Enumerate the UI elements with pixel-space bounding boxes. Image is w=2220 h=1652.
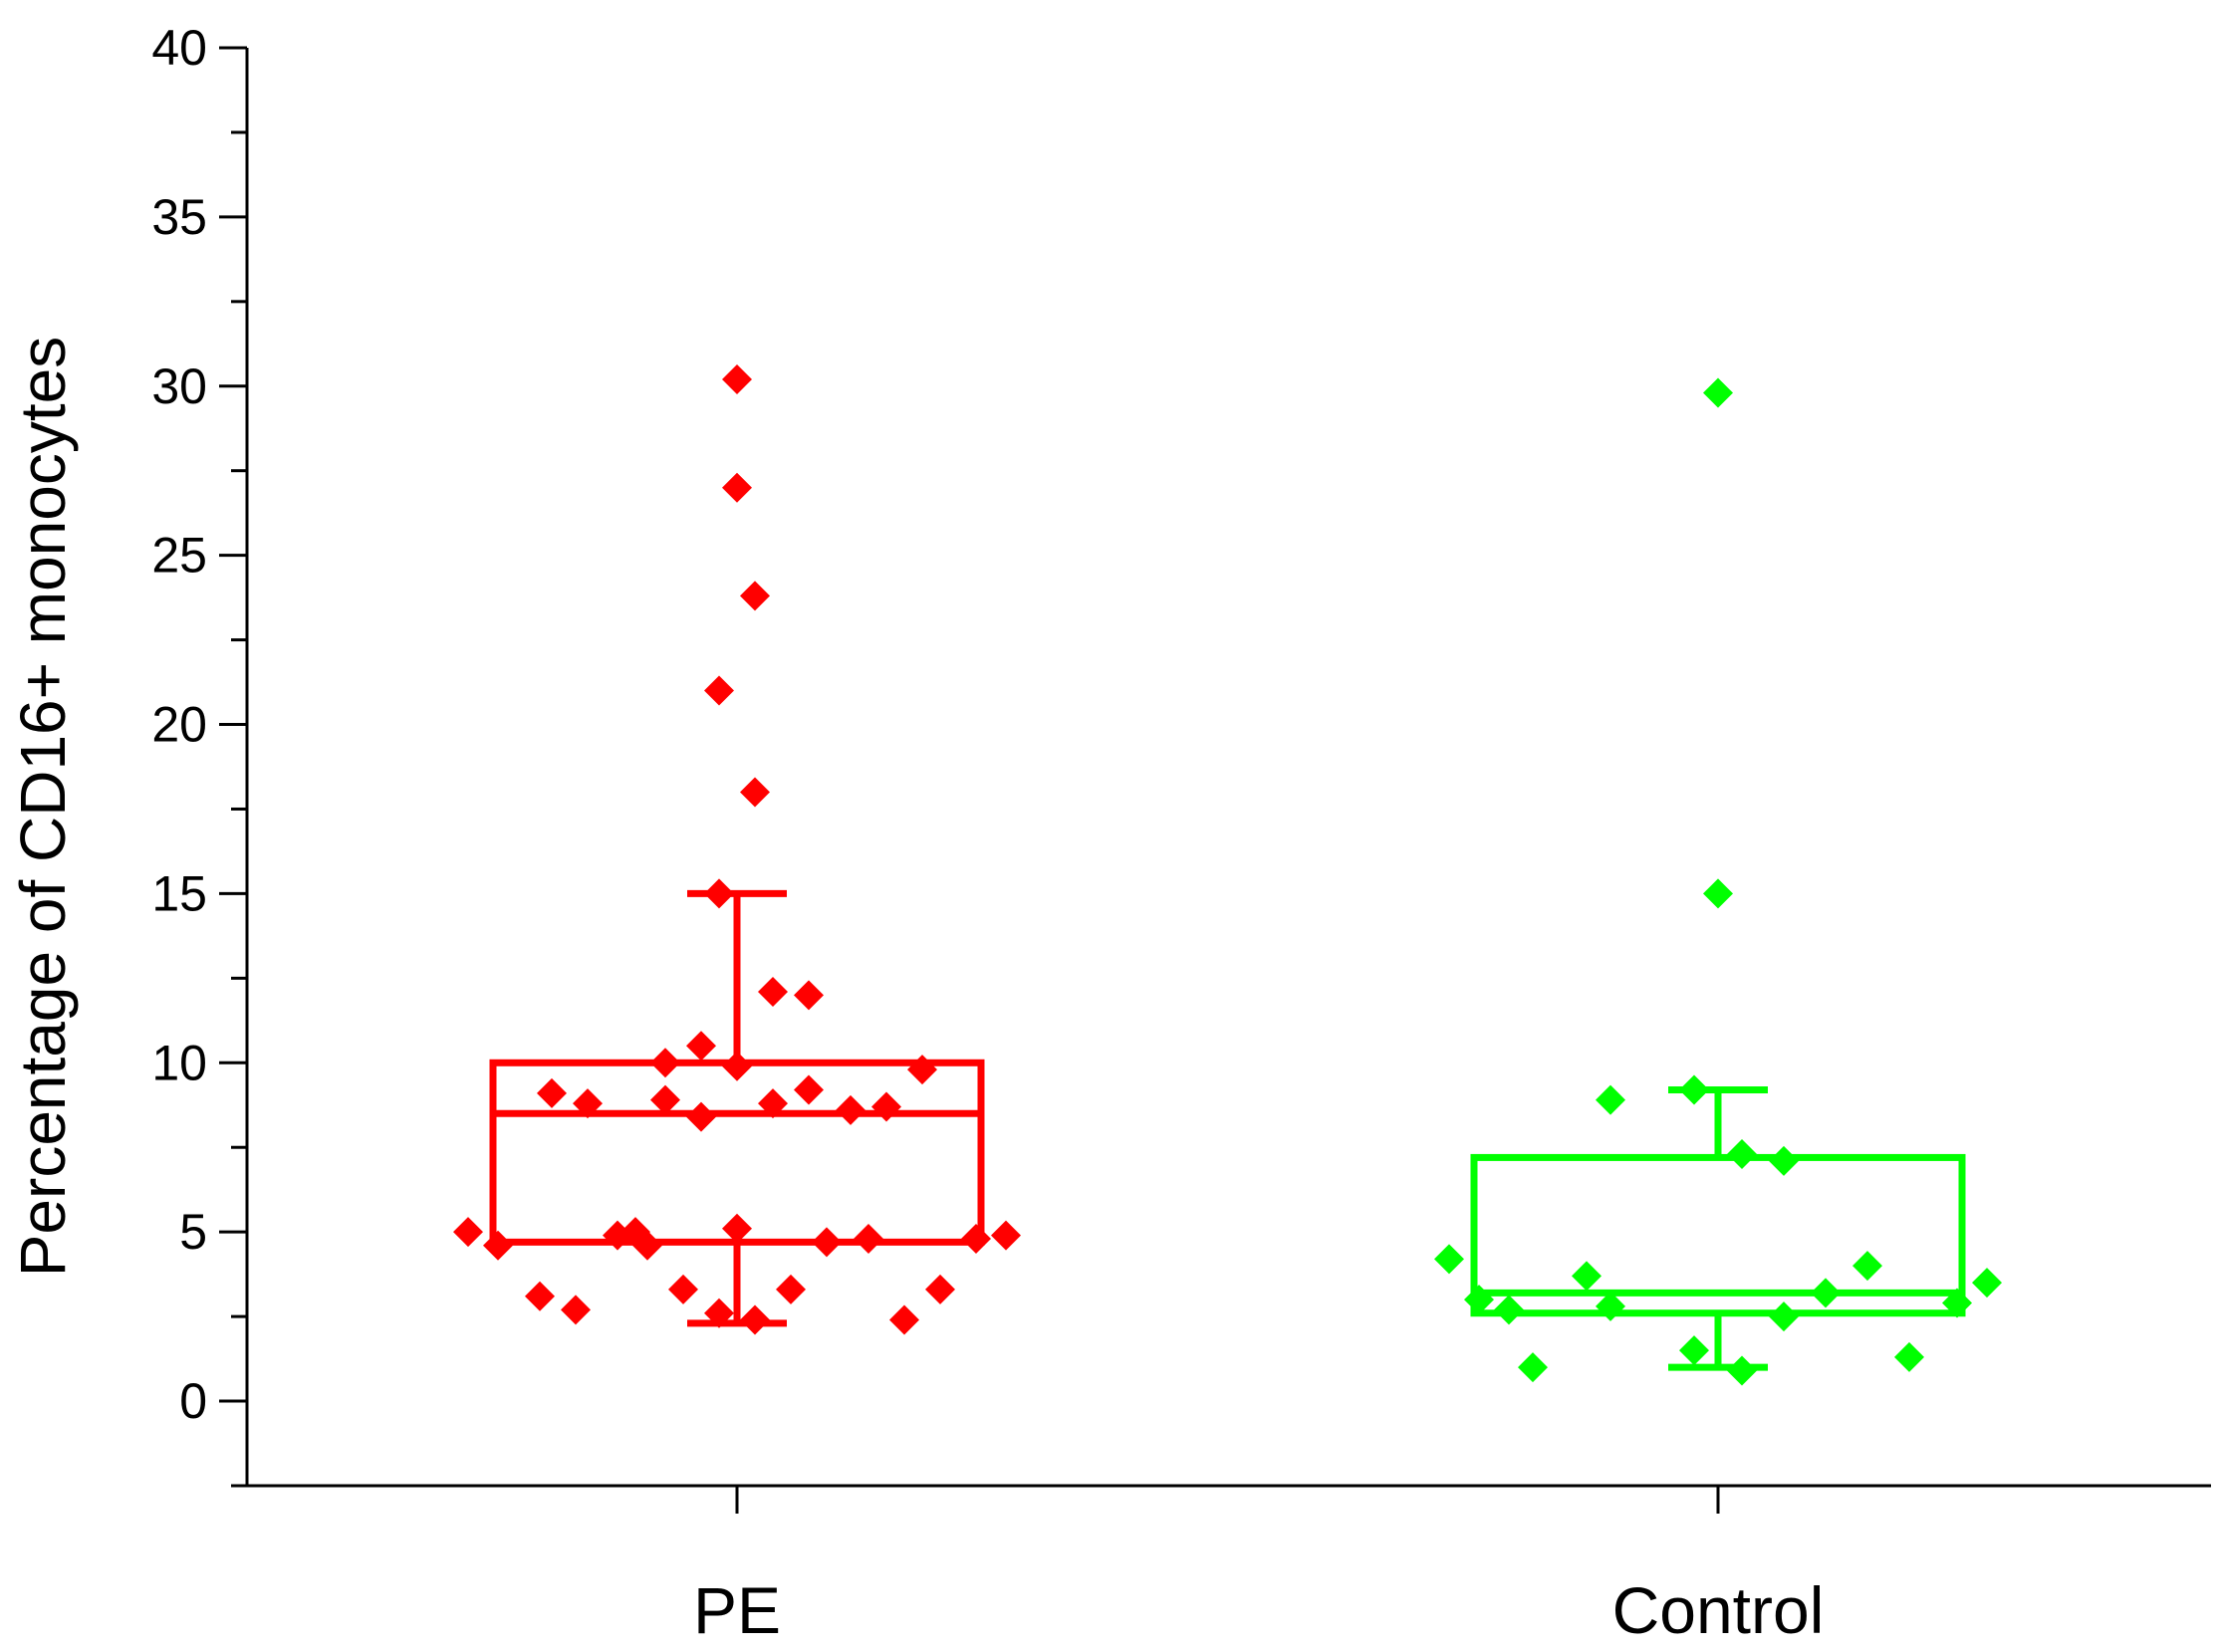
data-point-control xyxy=(1464,1285,1494,1315)
data-point-pe xyxy=(854,1223,883,1254)
data-point-pe xyxy=(537,1077,567,1108)
data-point-control xyxy=(1572,1261,1602,1292)
box-control xyxy=(1470,1085,1966,1371)
y-tick-label: 10 xyxy=(151,1035,207,1090)
data-point-control xyxy=(1434,1244,1464,1275)
box-pe xyxy=(489,889,985,1327)
data-point-pe xyxy=(704,675,734,706)
data-point-pe xyxy=(561,1295,591,1325)
data-point-pe xyxy=(722,363,752,394)
data-point-control xyxy=(1679,1074,1709,1105)
data-point-control xyxy=(1494,1295,1524,1325)
y-axis-label: Percentage of CD16+ monocytes xyxy=(7,337,79,1278)
data-point-pe xyxy=(925,1274,955,1304)
data-point-pe xyxy=(668,1274,698,1304)
data-point-pe xyxy=(453,1217,483,1248)
data-point-control xyxy=(1769,1301,1799,1332)
y-tick-label: 30 xyxy=(151,358,207,414)
data-point-pe xyxy=(650,1048,680,1078)
boxes xyxy=(489,889,1966,1371)
data-point-pe xyxy=(740,581,770,611)
data-point-control xyxy=(1811,1278,1841,1308)
y-tick-label: 20 xyxy=(151,697,207,753)
data-point-pe xyxy=(650,1084,680,1115)
data-point-pe xyxy=(836,1094,865,1125)
data-point-pe xyxy=(740,777,770,808)
data-point-control xyxy=(1518,1352,1548,1383)
y-tick-label: 35 xyxy=(151,189,207,245)
data-point-control xyxy=(1894,1341,1924,1372)
data-point-pe xyxy=(525,1281,555,1311)
x-category-label: PE xyxy=(693,1573,781,1647)
data-point-pe xyxy=(740,1304,770,1335)
data-point-pe xyxy=(794,980,824,1011)
data-point-pe xyxy=(686,1101,716,1132)
data-point-control xyxy=(1942,1288,1972,1318)
y-tick-label: 5 xyxy=(179,1204,207,1260)
data-point-control xyxy=(1769,1145,1799,1176)
data-point-control xyxy=(1852,1251,1882,1282)
data-point-pe xyxy=(722,472,752,503)
data-points xyxy=(453,363,2002,1386)
box-iqr xyxy=(1470,1153,1966,1317)
data-point-pe xyxy=(776,1274,806,1304)
y-tick-label: 15 xyxy=(151,865,207,921)
data-point-control xyxy=(1596,1084,1625,1115)
data-point-pe xyxy=(758,1088,788,1119)
data-point-pe xyxy=(794,1074,824,1105)
data-point-pe xyxy=(632,1230,662,1261)
data-point-pe xyxy=(722,1051,752,1081)
data-point-pe xyxy=(961,1223,991,1254)
data-point-pe xyxy=(483,1230,513,1261)
data-point-pe xyxy=(573,1088,603,1119)
data-point-pe xyxy=(704,1298,734,1328)
data-point-pe xyxy=(704,878,734,909)
y-tick-label: 40 xyxy=(151,20,207,76)
data-point-control xyxy=(1596,1291,1625,1321)
data-point-pe xyxy=(686,1031,716,1062)
data-point-pe xyxy=(991,1220,1021,1251)
data-point-pe xyxy=(907,1055,937,1085)
data-point-pe xyxy=(758,976,788,1007)
y-tick-label: 0 xyxy=(179,1373,207,1429)
axes: 0 5 10 15 20 25 30 35 40 PE Control xyxy=(151,20,2211,1647)
data-point-control xyxy=(1727,1355,1757,1386)
data-point-pe xyxy=(722,1213,752,1244)
data-point-pe xyxy=(871,1091,901,1122)
data-point-control xyxy=(1727,1139,1757,1170)
data-point-control xyxy=(1972,1268,2002,1298)
y-tick-label: 25 xyxy=(151,528,207,584)
data-point-control xyxy=(1703,878,1733,909)
data-point-pe xyxy=(812,1227,842,1258)
x-category-label: Control xyxy=(1612,1573,1825,1647)
data-point-control xyxy=(1679,1335,1709,1366)
data-point-pe xyxy=(889,1304,919,1335)
data-point-control xyxy=(1703,377,1733,408)
